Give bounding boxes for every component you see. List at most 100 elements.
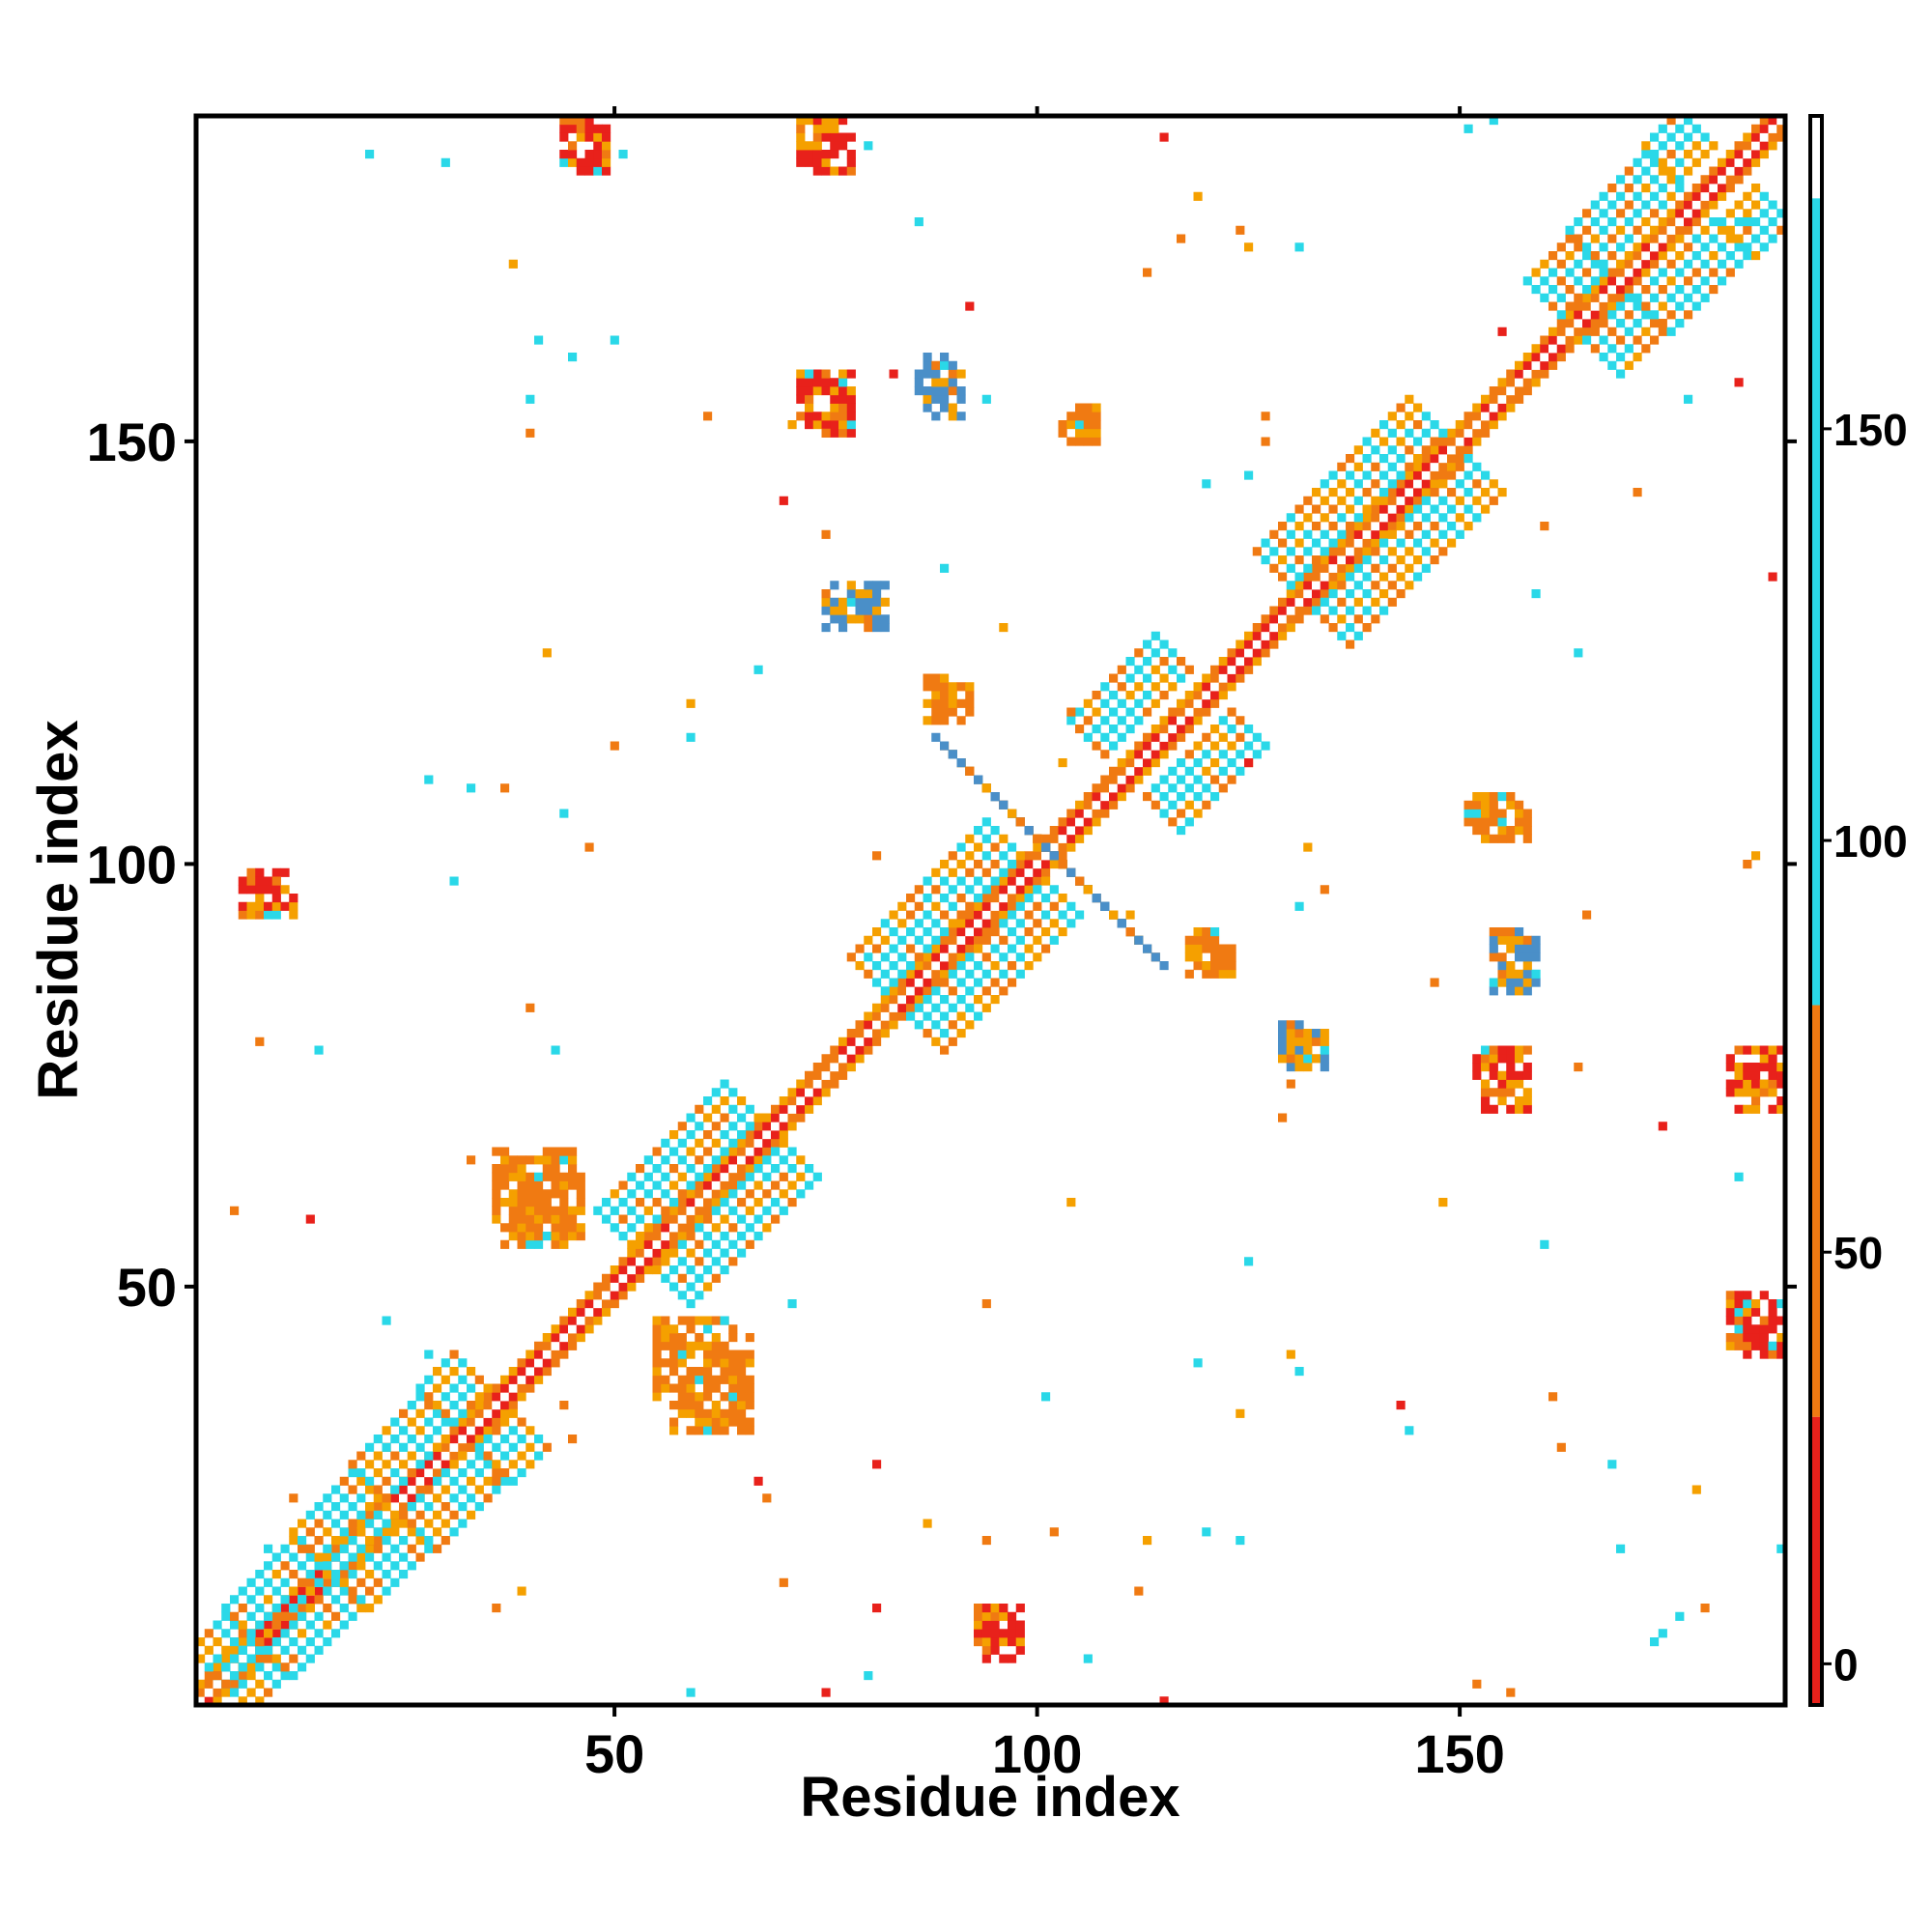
heatmap-cell (677, 1273, 687, 1283)
heatmap-cell (720, 1367, 729, 1377)
heatmap-cell (602, 124, 611, 133)
heatmap-cell (1303, 547, 1313, 556)
heatmap-cell (551, 1155, 560, 1165)
heatmap-cell (999, 623, 1009, 633)
heatmap-cell (1066, 809, 1076, 818)
heatmap-cell (449, 1451, 459, 1461)
heatmap-cell (872, 978, 882, 987)
heatmap-cell (1472, 403, 1482, 412)
heatmap-cell (703, 1096, 713, 1106)
heatmap-cell (1531, 285, 1541, 295)
heatmap-cell (1709, 200, 1719, 210)
heatmap-cell (1387, 412, 1397, 421)
heatmap-cell (458, 1408, 468, 1418)
heatmap-cell (771, 1138, 781, 1148)
heatmap-cell (1574, 648, 1583, 658)
heatmap-cell (897, 919, 907, 928)
heatmap-cell (661, 1383, 670, 1393)
heatmap-cell (1184, 707, 1194, 717)
heatmap-cell (534, 1206, 544, 1215)
heatmap-cell (433, 1460, 442, 1469)
heatmap-cell (1540, 1239, 1549, 1249)
heatmap-cell (1472, 462, 1482, 471)
heatmap-cell (838, 1063, 848, 1072)
heatmap-cell (1421, 428, 1431, 438)
heatmap-cell (703, 1316, 713, 1325)
heatmap-cell (677, 1122, 687, 1131)
heatmap-cell (424, 1392, 434, 1402)
heatmap-cell (551, 1350, 560, 1359)
heatmap-cell (1574, 319, 1583, 328)
heatmap-cell (551, 1180, 560, 1190)
heatmap-cell (821, 606, 831, 615)
heatmap-cell (864, 1045, 873, 1055)
heatmap-cell (1202, 783, 1211, 793)
heatmap-cell (1641, 166, 1651, 176)
heatmap-cell (373, 1502, 383, 1512)
heatmap-cell (1641, 285, 1651, 295)
heatmap-cell (872, 1460, 882, 1469)
heatmap-cell (695, 1401, 704, 1410)
heatmap-cell (669, 1214, 679, 1224)
heatmap-cell (686, 1299, 696, 1309)
heatmap-cell (1641, 301, 1651, 311)
heatmap-cell (356, 1519, 366, 1528)
heatmap-cell (196, 1688, 206, 1697)
heatmap-cell (1489, 420, 1498, 430)
heatmap-cell (1650, 157, 1660, 167)
heatmap-cell (965, 969, 975, 979)
heatmap-cell (1658, 217, 1667, 227)
heatmap-cell (458, 1468, 468, 1478)
heatmap-cell (981, 1620, 991, 1630)
heatmap-cell (805, 1104, 814, 1114)
heatmap-cell (483, 1426, 493, 1435)
heatmap-cell (830, 614, 839, 624)
heatmap-cell (1387, 547, 1397, 556)
heatmap-cell (305, 1552, 315, 1562)
heatmap-cell (415, 1476, 425, 1486)
heatmap-cell (356, 1527, 366, 1537)
heatmap-cell (323, 1493, 332, 1503)
heatmap-cell (1607, 234, 1617, 243)
heatmap-cell (1092, 412, 1101, 421)
heatmap-cell (1497, 935, 1507, 945)
heatmap-cell (703, 1130, 713, 1140)
heatmap-cell (812, 1063, 822, 1072)
heatmap-cell (1633, 209, 1642, 218)
heatmap-cell (855, 597, 865, 607)
heatmap-cell (821, 1079, 831, 1089)
heatmap-cell (686, 1198, 696, 1208)
heatmap-cell (931, 673, 941, 683)
heatmap-cell (990, 901, 1000, 911)
heatmap-cell (593, 132, 603, 142)
heatmap-cell (1371, 445, 1380, 455)
heatmap-cell (1193, 952, 1203, 962)
heatmap-cell (974, 876, 983, 886)
heatmap-cell (940, 894, 950, 903)
heatmap-cell (551, 1223, 560, 1233)
heatmap-cell (720, 1392, 729, 1402)
heatmap-cell (1463, 412, 1473, 421)
heatmap-cell (1515, 935, 1524, 945)
heatmap-cell (1168, 783, 1178, 793)
plot-frame (193, 113, 1788, 1708)
heatmap-cell (1582, 285, 1592, 295)
heatmap-cell (1244, 470, 1254, 480)
heatmap-cell (1506, 386, 1516, 396)
heatmap-cell (331, 1561, 341, 1571)
heatmap-cell (948, 403, 957, 412)
heatmap-cell (771, 1130, 781, 1140)
heatmap-cell (753, 1138, 763, 1148)
heatmap-cell (1100, 783, 1110, 793)
heatmap-cell (1066, 420, 1076, 430)
heatmap-cell (1497, 952, 1507, 962)
heatmap-cell (864, 606, 873, 615)
heatmap-cell (1522, 1088, 1532, 1097)
heatmap-cell (440, 1435, 450, 1444)
heatmap-cell (661, 1172, 670, 1181)
heatmap-cell (779, 1096, 788, 1106)
heatmap-cell (1531, 369, 1541, 379)
heatmap-cell (669, 1324, 679, 1334)
heatmap-cell (1768, 1045, 1777, 1055)
heatmap-cell (1346, 538, 1355, 548)
